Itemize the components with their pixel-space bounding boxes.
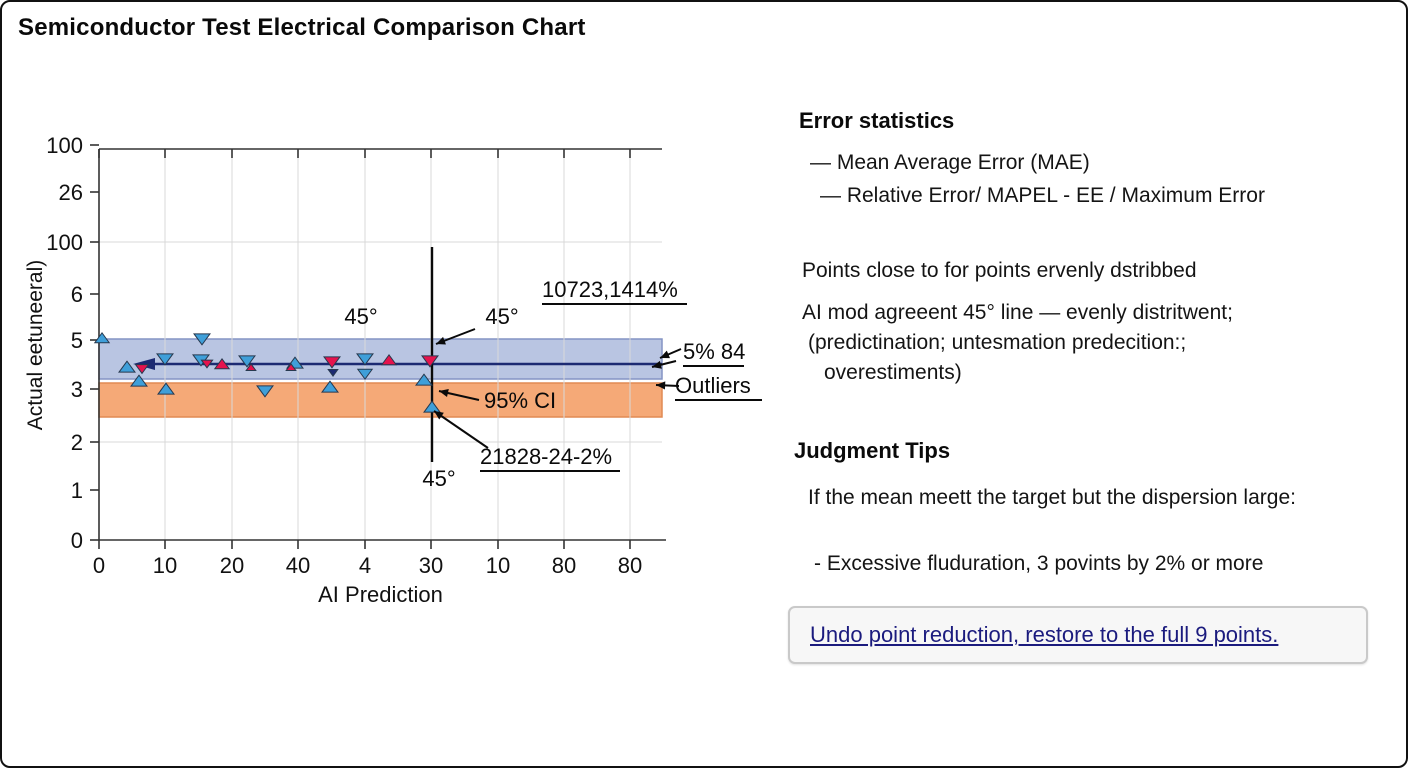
annotation-label: 45°: [422, 466, 455, 491]
x-axis-title: AI Prediction: [318, 582, 443, 607]
scatter-points: [93, 332, 441, 413]
svg-text:100: 100: [46, 230, 83, 255]
tip-mean-target: If the mean meett the target but the dis…: [808, 486, 1296, 509]
data-point-blue-down: [356, 353, 374, 366]
y-axis-title: Actual eetuneeral): [24, 260, 47, 430]
confidence-bands: [98, 338, 663, 418]
data-point-red-up: [285, 363, 297, 372]
annotation-arrows: [433, 328, 682, 449]
annotation-label: 45°: [344, 304, 377, 329]
data-point-blue-up: [423, 400, 441, 413]
stat-item-relative-error: — Relative Error/ MAPEL - EE / Maximum E…: [820, 184, 1265, 207]
axis-titles: AI Prediction Actual eetuneeral): [24, 260, 443, 607]
data-point-blue-up: [93, 332, 111, 344]
data-point-blue-up: [415, 373, 433, 386]
annotation-label: 5% 84: [683, 339, 745, 364]
data-point-red-down: [134, 364, 150, 375]
data-point-blue-up: [130, 374, 148, 387]
note-points-distribution: Points close to for points ervenly dstri…: [802, 259, 1197, 282]
svg-text:0: 0: [93, 553, 105, 578]
svg-text:80: 80: [618, 553, 642, 578]
data-point-red-down: [200, 359, 214, 369]
data-point-red-down: [421, 355, 439, 368]
annotation-label: 45°: [485, 304, 518, 329]
data-point-blue-down: [356, 368, 374, 380]
annotation-label: Outliers: [675, 373, 751, 398]
comparison-chart: 0 10 20 40 4 30 10 80 80 100 26 100 6 5 3 2 1 0 AI Predict…: [2, 2, 792, 766]
svg-text:6: 6: [71, 282, 83, 307]
data-point-navy-down: [327, 368, 339, 377]
svg-text:1: 1: [71, 478, 83, 503]
svg-text:2: 2: [71, 430, 83, 455]
svg-text:4: 4: [359, 553, 371, 578]
svg-text:5: 5: [71, 328, 83, 353]
data-point-red-up: [380, 354, 398, 366]
svg-text:26: 26: [59, 180, 83, 205]
annotation-label: 95% CI: [484, 388, 556, 413]
svg-text:0: 0: [71, 528, 83, 553]
annotation-label: 10723,1414%: [542, 277, 678, 302]
undo-button[interactable]: Undo point reduction, restore to the ful…: [788, 606, 1368, 664]
svg-text:20: 20: [220, 553, 244, 578]
data-point-blue-down: [256, 385, 274, 398]
error-statistics-heading: Error statistics: [799, 108, 955, 133]
info-panel: Error statistics — Mean Average Error (M…: [782, 2, 1402, 766]
outlier-band-orange: [98, 382, 663, 418]
svg-text:80: 80: [552, 553, 576, 578]
svg-text:100: 100: [46, 133, 83, 158]
stat-item-mae: — Mean Average Error (MAE): [810, 151, 1090, 174]
confidence-band-blue: [98, 338, 663, 380]
tip-excessive-fluctuation: - Excessive fluduration, 3 povints by 2%…: [814, 552, 1264, 575]
svg-text:30: 30: [419, 553, 443, 578]
gridlines: [99, 149, 662, 540]
undo-link[interactable]: Undo point reduction, restore to the ful…: [810, 622, 1279, 647]
mean-line: [133, 358, 662, 370]
note-ai-agreement: AI mod agreeent 45° line — evenly distri…: [802, 301, 1233, 324]
note-overestimate: overestiments): [824, 361, 962, 384]
judgment-tips-heading: Judgment Tips: [794, 438, 951, 463]
svg-text:40: 40: [286, 553, 310, 578]
svg-text:3: 3: [71, 377, 83, 402]
svg-text:10: 10: [153, 553, 177, 578]
data-point-blue-down: [193, 333, 211, 346]
page-title: Semiconductor Test Electrical Comparison…: [18, 14, 586, 41]
data-point-red-up: [245, 363, 257, 372]
data-point-red-up: [213, 358, 231, 370]
data-point-red-down: [323, 356, 341, 369]
svg-text:10: 10: [486, 553, 510, 578]
data-point-blue-up: [157, 382, 175, 395]
note-prediction-terms: (predictination; untesmation predecition…: [808, 331, 1187, 354]
data-point-blue-up: [118, 360, 136, 373]
annotations: 45° 45° 10723,1414% 5% 84 Outliers 95% CI 2182…: [344, 277, 762, 491]
annotation-label: 21828-24-2%: [480, 444, 612, 469]
data-point-blue-down: [238, 355, 256, 368]
data-point-blue-down: [156, 353, 174, 366]
data-point-blue-up: [321, 380, 339, 393]
